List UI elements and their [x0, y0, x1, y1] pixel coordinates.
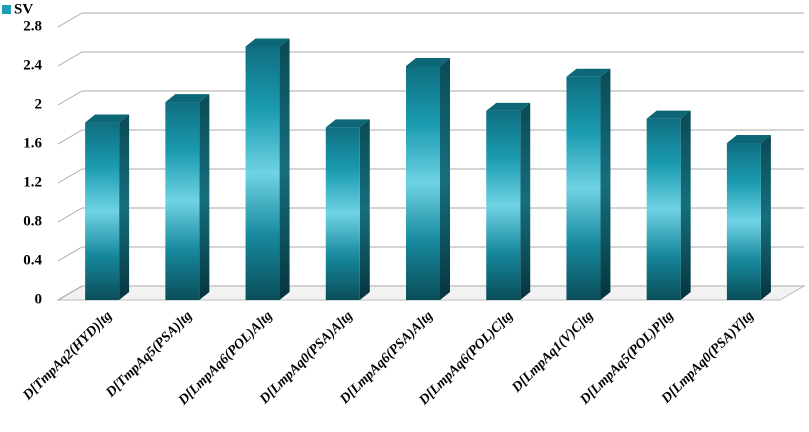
y-tick-label: 2.4 — [23, 57, 42, 73]
bar-side — [760, 135, 771, 300]
bar-side — [440, 58, 451, 300]
legend-label: SV — [14, 1, 33, 17]
bar-side — [680, 110, 691, 301]
bar-top — [245, 38, 290, 47]
grid-line — [57, 90, 83, 106]
bar-top — [486, 102, 531, 111]
bar — [646, 118, 681, 301]
x-tick-label: D[LmpAq1(V)C]tg — [509, 308, 597, 396]
bar — [566, 76, 601, 300]
y-tick-label: 0.4 — [23, 252, 42, 268]
grid-line — [57, 129, 83, 145]
grid-line — [57, 51, 83, 67]
x-tick-label: D[LmpAq0(PSA)Y]tg — [658, 308, 757, 407]
bar — [165, 102, 200, 300]
legend-swatch — [2, 5, 11, 14]
grid-line — [57, 12, 83, 28]
bar — [726, 143, 761, 300]
x-tick-label: D[TmpAq2(HYD)]tg — [20, 308, 115, 403]
y-tick-label: 0.8 — [23, 213, 42, 229]
bar-side — [359, 119, 370, 300]
bar — [245, 46, 280, 300]
grid-line — [57, 246, 83, 262]
grid-line — [57, 285, 83, 301]
bar-top — [406, 58, 451, 66]
bar — [486, 110, 521, 300]
y-tick-label: 0 — [35, 291, 43, 307]
bar-side — [520, 102, 531, 300]
grid-line — [57, 207, 83, 223]
y-tick-label: 1.2 — [23, 174, 42, 190]
bar-top — [325, 119, 370, 128]
bar-side — [199, 94, 210, 300]
bar — [325, 127, 360, 300]
bar-top — [165, 94, 210, 103]
bar — [85, 122, 120, 300]
grid-line — [57, 168, 83, 184]
bar-top — [85, 114, 130, 123]
bar-side — [600, 68, 611, 300]
y-tick-label: 2.8 — [23, 18, 42, 34]
bar — [406, 66, 441, 300]
bar-side — [119, 114, 130, 300]
bar-top — [726, 135, 771, 144]
bar-top — [646, 110, 691, 119]
x-tick-label: D[TmpAq5(PSA)]tg — [103, 308, 196, 401]
bar-side — [279, 38, 290, 300]
y-tick-label: 1.6 — [23, 135, 42, 151]
bar-top — [566, 68, 611, 77]
y-tick-label: 2 — [35, 96, 43, 112]
